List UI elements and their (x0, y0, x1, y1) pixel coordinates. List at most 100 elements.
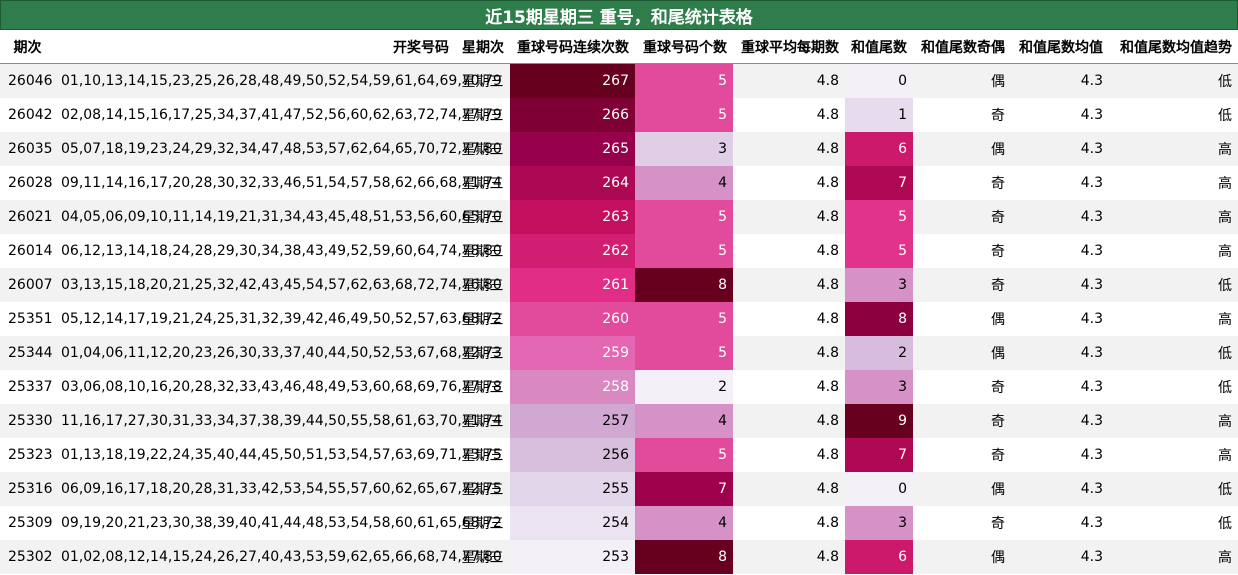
table-cell: 266 (510, 98, 635, 132)
table-cell: 4.3 (1011, 336, 1109, 370)
table-row: 25316 06,09,16,17,18,20,28,31,33,42,53,54… (0, 472, 1238, 506)
table-cell: 5 (635, 200, 733, 234)
table-cell: 高 (1109, 132, 1238, 166)
table-cell: 262 (510, 234, 635, 268)
column-header: 星期次 (455, 30, 510, 64)
table-cell: 4.3 (1011, 404, 1109, 438)
table-row: 26007 03,13,15,18,20,21,25,32,42,43,45,54… (0, 268, 1238, 302)
table-cell: 264 (510, 166, 635, 200)
table-cell: 星期三 (455, 404, 510, 438)
table-cell: 偶 (913, 336, 1011, 370)
table-cell: 4.8 (733, 370, 845, 404)
table-cell: 256 (510, 438, 635, 472)
table-cell: 5 (845, 200, 913, 234)
table-cell: 4.8 (733, 200, 845, 234)
table-row: 26014 06,12,13,14,18,24,28,29,30,34,38,43… (0, 234, 1238, 268)
table-cell: 4.3 (1011, 370, 1109, 404)
table-cell: 奇 (913, 234, 1011, 268)
table-cell: 6 (845, 132, 913, 166)
table-cell: 11,16,17,27,30,31,33,34,37,38,39,44,50,5… (55, 404, 502, 438)
table-cell: 25302 (0, 540, 55, 574)
column-header: 重球平均每期数 (733, 30, 845, 64)
table-cell: 06,12,13,14,18,24,28,29,30,34,38,43,49,5… (55, 234, 502, 268)
table-cell: 3 (845, 370, 913, 404)
table-cell: 25351 (0, 302, 55, 336)
table-cell: 4.8 (733, 132, 845, 166)
table-cell: 5 (845, 234, 913, 268)
table-cell: 4.3 (1011, 200, 1109, 234)
table-cell: 26028 (0, 166, 55, 200)
table-cell: 星期三 (455, 132, 510, 166)
table-cell: 25344 (0, 336, 55, 370)
table-cell: 5 (635, 98, 733, 132)
table-row: 26021 04,05,06,09,10,11,14,19,21,31,34,43… (0, 200, 1238, 234)
table-cell: 2 (845, 336, 913, 370)
table-cell: 星期三 (455, 438, 510, 472)
table-cell: 9 (845, 404, 913, 438)
table-cell: 7 (635, 472, 733, 506)
table-cell: 4.3 (1011, 472, 1109, 506)
column-header: 重球号码个数 (635, 30, 733, 64)
table-cell: 25309 (0, 506, 55, 540)
table-cell: 4.8 (733, 302, 845, 336)
table-cell: 高 (1109, 166, 1238, 200)
table-cell: 低 (1109, 63, 1238, 98)
stats-table: 期次 开奖号码 星期次 重球号码连续次数 重球号码个数 重球平均每期数 和值尾数… (0, 30, 1238, 574)
table-cell: 奇 (913, 506, 1011, 540)
table-cell: 5 (635, 438, 733, 472)
column-header: 和值尾数均值 (1011, 30, 1109, 64)
table-cell: 高 (1109, 234, 1238, 268)
table-cell: 257 (510, 404, 635, 438)
table-cell: 26035 (0, 132, 55, 166)
table-cell: 星期三 (455, 268, 510, 302)
table-cell: 253 (510, 540, 635, 574)
table-cell: 3 (845, 268, 913, 302)
table-cell: 星期三 (455, 200, 510, 234)
table-cell: 4.3 (1011, 98, 1109, 132)
table-cell: 4.8 (733, 336, 845, 370)
table-cell: 8 (635, 268, 733, 302)
table-cell: 4.8 (733, 98, 845, 132)
table-cell: 261 (510, 268, 635, 302)
table-cell: 4.8 (733, 234, 845, 268)
column-header: 和值尾数奇偶 (913, 30, 1011, 64)
table-cell: 星期三 (455, 336, 510, 370)
table-row: 25323 01,13,18,19,22,24,35,40,44,45,50,51… (0, 438, 1238, 472)
table-cell: 7 (845, 438, 913, 472)
table-row: 26042 02,08,14,15,16,17,25,34,37,41,47,52… (0, 98, 1238, 132)
table-cell: 05,12,14,17,19,21,24,25,31,32,39,42,46,4… (55, 302, 502, 336)
table-cell: 263 (510, 200, 635, 234)
table-cell: 偶 (913, 540, 1011, 574)
table-cell: 4.8 (733, 63, 845, 98)
table-cell: 254 (510, 506, 635, 540)
table-cell: 5 (635, 302, 733, 336)
table-cell: 5 (635, 234, 733, 268)
table-cell: 09,19,20,21,23,30,38,39,40,41,44,48,53,5… (55, 506, 502, 540)
table-cell: 低 (1109, 336, 1238, 370)
column-header: 期次 (0, 30, 55, 64)
table-cell: 3 (845, 506, 913, 540)
table-cell: 高 (1109, 302, 1238, 336)
table-cell: 26007 (0, 268, 55, 302)
table-row: 26046 01,10,13,14,15,23,25,26,28,48,49,50… (0, 63, 1238, 98)
table-cell: 25316 (0, 472, 55, 506)
table-cell: 4 (635, 506, 733, 540)
table-row: 25344 01,04,06,11,12,20,23,26,30,33,37,40… (0, 336, 1238, 370)
table-cell: 4.3 (1011, 166, 1109, 200)
table-cell: 260 (510, 302, 635, 336)
table-cell: 0 (845, 472, 913, 506)
table-row: 25351 05,12,14,17,19,21,24,25,31,32,39,42… (0, 302, 1238, 336)
table-cell: 4.3 (1011, 540, 1109, 574)
table-cell: 4.8 (733, 540, 845, 574)
table-cell: 258 (510, 370, 635, 404)
table-cell: 8 (845, 302, 913, 336)
table-cell: 26042 (0, 98, 55, 132)
table-cell: 26021 (0, 200, 55, 234)
table-cell: 4.8 (733, 472, 845, 506)
table-cell: 星期三 (455, 302, 510, 336)
table-cell: 06,09,16,17,18,20,28,31,33,42,53,54,55,5… (55, 472, 502, 506)
table-cell: 2 (635, 370, 733, 404)
table-cell: 26046 (0, 63, 55, 98)
table-cell: 03,13,15,18,20,21,25,32,42,43,45,54,57,6… (55, 268, 502, 302)
table-cell: 低 (1109, 268, 1238, 302)
